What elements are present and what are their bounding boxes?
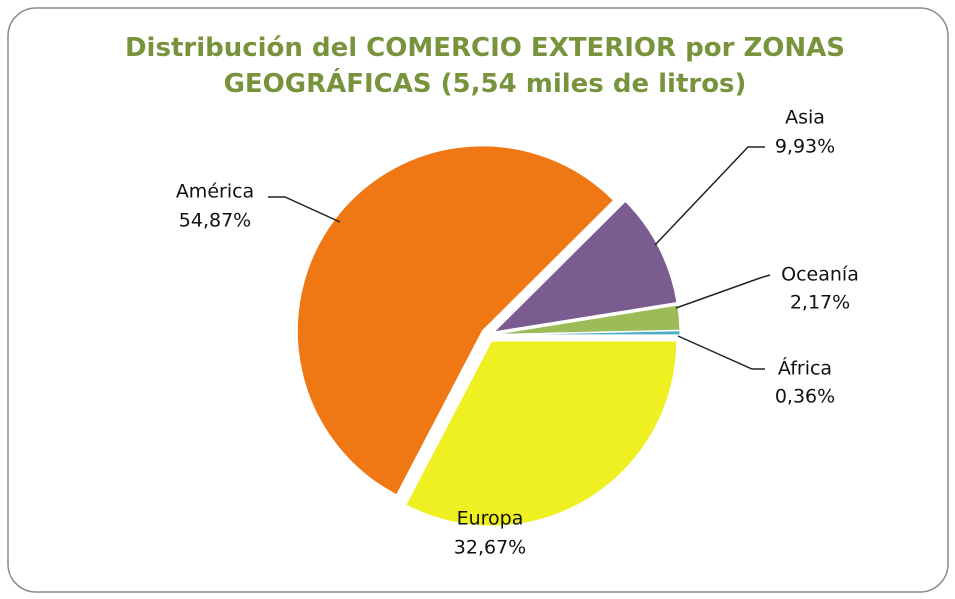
- pie: [296, 145, 681, 527]
- leader-line: [675, 274, 771, 309]
- chart-title: Distribución del COMERCIO EXTERIOR por Z…: [124, 33, 846, 99]
- pie-slice: [405, 340, 678, 527]
- leader-line: [677, 335, 765, 370]
- slice-label: Oceanía: [781, 264, 859, 286]
- labels: Europa 32,67% América 54,87% Asia 9,93% Oceaní…: [176, 107, 859, 559]
- slice-label: América: [176, 181, 254, 203]
- slice-value-label: 32,67%: [454, 537, 526, 559]
- slice-value-label: 54,87%: [179, 210, 251, 232]
- slice-value-label: 2,17%: [790, 292, 850, 314]
- slice-label: Europa: [457, 508, 524, 530]
- leader-line: [654, 146, 765, 246]
- slice-value-label: 0,36%: [775, 386, 835, 408]
- slice-label: Asia: [785, 107, 825, 129]
- pie-slice: [494, 330, 681, 336]
- pie-slice: [296, 145, 615, 496]
- slice-value-label: 9,93%: [775, 136, 835, 158]
- slice-label: África: [778, 357, 832, 380]
- leader-line: [268, 196, 341, 223]
- pie-slice: [492, 200, 678, 333]
- pie-slice: [494, 304, 681, 335]
